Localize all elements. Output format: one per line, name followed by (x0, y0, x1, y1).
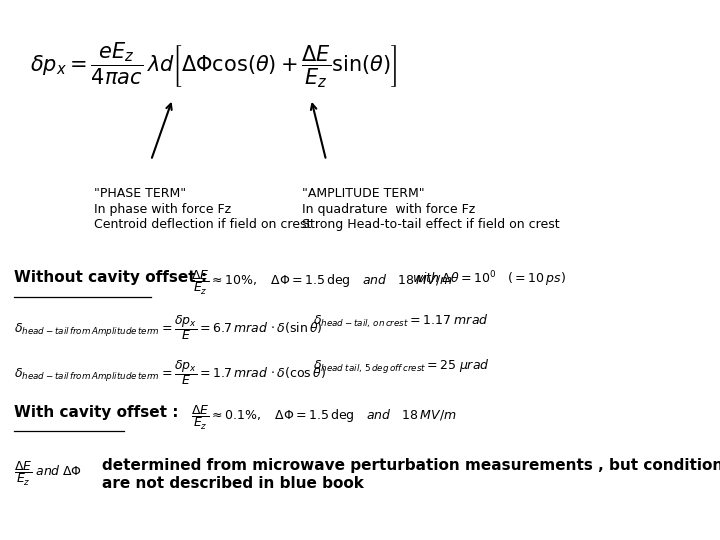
Text: $\mathit{with}\;\Delta\theta=10^{0}\quad(=10\,ps)$: $\mathit{with}\;\Delta\theta=10^{0}\quad… (413, 269, 567, 288)
Text: "PHASE TERM": "PHASE TERM" (94, 187, 186, 200)
Text: determined from microwave perturbation measurements , but conditions
are not des: determined from microwave perturbation m… (102, 458, 720, 490)
Text: $\dfrac{\Delta E}{E_z}\approx 0.1\%,\quad \Delta\Phi=1.5\,\mathrm{deg}\quad \mat: $\dfrac{\Delta E}{E_z}\approx 0.1\%,\qua… (192, 403, 457, 431)
Text: $\dfrac{\Delta E}{E_z}\approx 10\%,\quad \Delta\Phi=1.5\,\mathrm{deg}\quad \math: $\dfrac{\Delta E}{E_z}\approx 10\%,\quad… (192, 269, 453, 297)
Text: "AMPLITUDE TERM": "AMPLITUDE TERM" (302, 187, 425, 200)
Text: In quadrature  with force Fz: In quadrature with force Fz (302, 203, 475, 216)
Text: $\delta_{head-tail\,from\,Amplitude\,term}=\dfrac{\delta p_x}{E}=1.7\,mrad\,\cdo: $\delta_{head-tail\,from\,Amplitude\,ter… (14, 358, 325, 387)
Text: $\delta_{head\;tail,\,5\,deg\,off\,crest}=25\;\mu rad$: $\delta_{head\;tail,\,5\,deg\,off\,crest… (312, 358, 490, 376)
Text: $\dfrac{\Delta E}{E_z}\;\mathit{and}\;\Delta\Phi$: $\dfrac{\Delta E}{E_z}\;\mathit{and}\;\D… (14, 460, 81, 488)
Text: Strong Head-to-tail effect if field on crest: Strong Head-to-tail effect if field on c… (302, 218, 559, 231)
Text: With cavity offset :: With cavity offset : (14, 404, 178, 420)
Text: $\delta p_x = \dfrac{eE_z}{4\pi ac}\,\lambda d\left[\Delta\Phi\cos(\theta)+\dfra: $\delta p_x = \dfrac{eE_z}{4\pi ac}\,\la… (30, 40, 397, 90)
Text: Without cavity offset :: Without cavity offset : (14, 270, 207, 285)
Text: $\delta_{head-tail,\,on\,crest}=1.17\;mrad$: $\delta_{head-tail,\,on\,crest}=1.17\;mr… (312, 313, 488, 330)
Text: Centroid deflection if field on crest: Centroid deflection if field on crest (94, 218, 312, 231)
Text: In phase with force Fz: In phase with force Fz (94, 203, 232, 216)
Text: $\delta_{head-tail\,from\,Amplitude\,term}=\dfrac{\delta p_x}{E}=6.7\,mrad\,\cdo: $\delta_{head-tail\,from\,Amplitude\,ter… (14, 313, 323, 342)
